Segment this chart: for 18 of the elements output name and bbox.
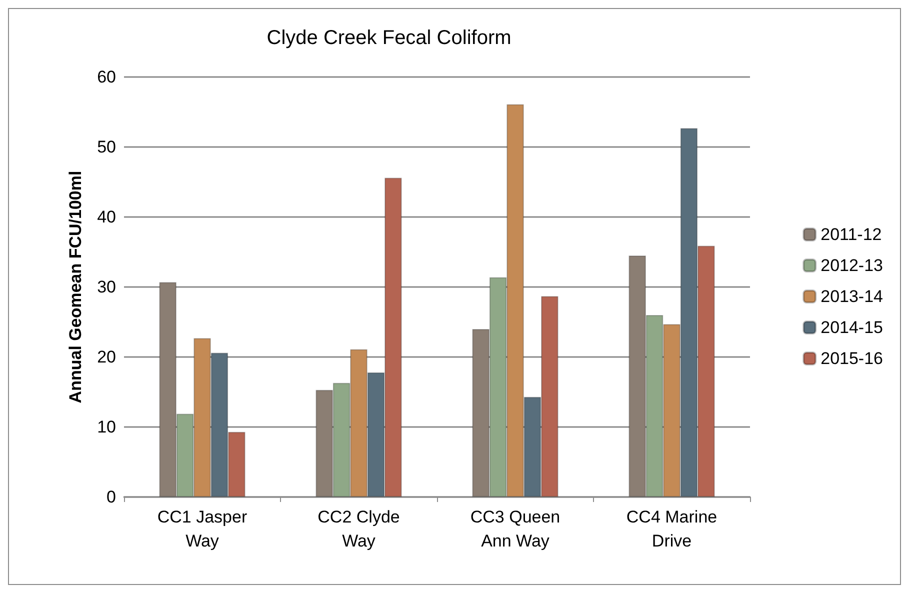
y-tick-label: 40 (97, 208, 116, 226)
y-axis-title: Annual Geomean FCU/100ml (66, 170, 85, 404)
legend-label: 2011-12 (820, 225, 882, 244)
x-tick-label: CC3 Queen Ann Way (470, 508, 560, 550)
y-tick-label: 0 (106, 488, 116, 506)
x-tick-label: CC4 Marine Drive (626, 508, 718, 550)
chart-title: Clyde Creek Fecal Coliform (266, 27, 512, 49)
y-tick-label: 20 (97, 348, 116, 366)
y-tick-label: 30 (97, 278, 116, 296)
x-tick-label: CC1 Jasper Way (157, 508, 248, 550)
y-tick-label: 50 (97, 138, 116, 156)
legend-label: 2015-16 (820, 349, 883, 368)
legend-label: 2012-13 (820, 256, 883, 275)
x-tick-label: CC2 Clyde Way (318, 508, 400, 550)
legend-label: 2013-14 (820, 287, 883, 306)
y-tick-label: 10 (97, 418, 116, 436)
legend-label: 2014-15 (820, 318, 883, 337)
y-tick-label: 60 (97, 68, 116, 86)
